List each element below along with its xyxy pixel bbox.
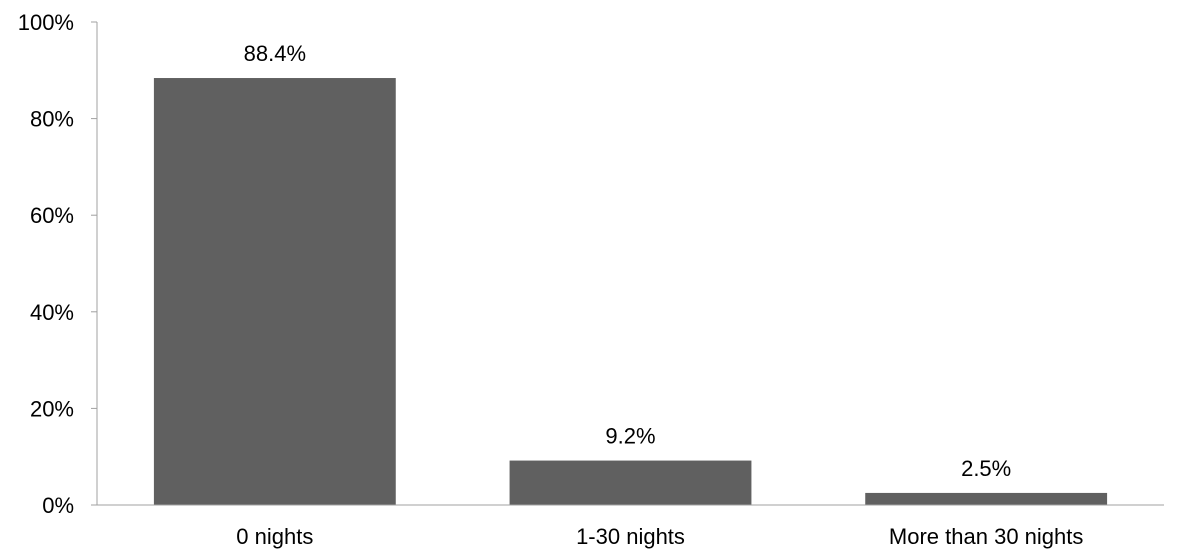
y-tick-label: 100%: [18, 10, 74, 35]
y-axis-ticks: 0% 20% 40% 60% 80% 100%: [18, 10, 97, 518]
axes: [96, 22, 1164, 506]
y-tick-label: 20%: [30, 396, 74, 421]
category-label-0: 0 nights: [236, 524, 313, 549]
bar-2: [865, 492, 1108, 505]
data-labels: 88.4% 9.2% 2.5%: [244, 41, 1012, 481]
y-tick-label: 60%: [30, 203, 74, 228]
category-label-2: More than 30 nights: [889, 524, 1083, 549]
bars: [153, 78, 1108, 505]
data-label-0: 88.4%: [244, 41, 306, 66]
bar-0: [153, 78, 396, 505]
y-tick-label: 40%: [30, 300, 74, 325]
y-tick-label: 80%: [30, 107, 74, 132]
category-labels: 0 nights 1-30 nights More than 30 nights: [236, 524, 1083, 549]
data-label-1: 9.2%: [605, 424, 655, 449]
data-label-2: 2.5%: [961, 456, 1011, 481]
y-tick-label: 0%: [42, 493, 74, 518]
bar-1: [509, 460, 752, 505]
category-label-1: 1-30 nights: [576, 524, 685, 549]
